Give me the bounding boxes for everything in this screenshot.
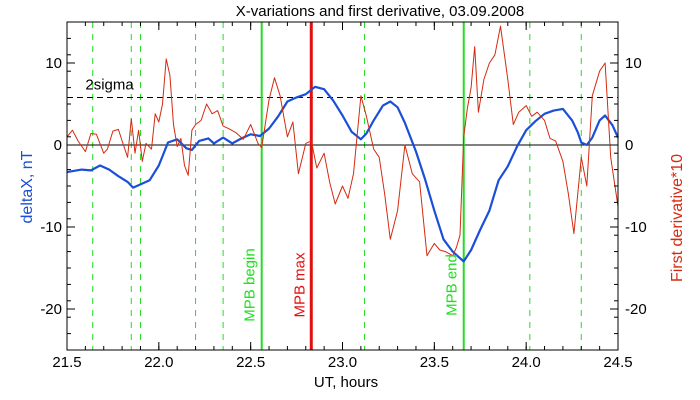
y-tick-label-left: -20: [40, 301, 62, 318]
threshold-label: 2sigma: [85, 76, 134, 93]
x-tick-label: 22.0: [144, 354, 173, 371]
y-tick-label-right: 0: [625, 137, 633, 154]
y-tick-label-left: -10: [40, 219, 62, 236]
x-tick-label: 24.5: [603, 354, 632, 371]
y-tick-label-right: -10: [625, 219, 647, 236]
x-tick-label: 22.5: [236, 354, 265, 371]
y-tick-label-right: 10: [625, 55, 642, 72]
y-tick-label-right: -20: [625, 301, 647, 318]
x-tick-label: 21.5: [52, 354, 81, 371]
marker-label: MPB max: [291, 252, 308, 318]
chart-title: X-variations and first derivative, 03.09…: [236, 3, 525, 20]
marker-label: MPB end: [444, 254, 461, 316]
x-axis-label: UT, hours: [314, 374, 378, 391]
marker-label: MPB begin: [242, 248, 259, 321]
x-tick-label: 23.5: [420, 354, 449, 371]
derivative-series-line: [66, 25, 619, 257]
deltax-series-line: [66, 85, 620, 263]
y-axis-left-label: deltaX, nT: [19, 150, 36, 223]
y-tick-label-left: 10: [45, 55, 62, 72]
y-tick-label-left: 0: [54, 137, 62, 154]
x-tick-label: 23.0: [328, 354, 357, 371]
x-tick-label: 24.0: [512, 354, 541, 371]
y-axis-right-label: First derivative*10: [669, 154, 686, 282]
plot-area: 2sigma MPB begin MPB max MPB end 21.5 22.0 22.…: [40, 21, 647, 371]
